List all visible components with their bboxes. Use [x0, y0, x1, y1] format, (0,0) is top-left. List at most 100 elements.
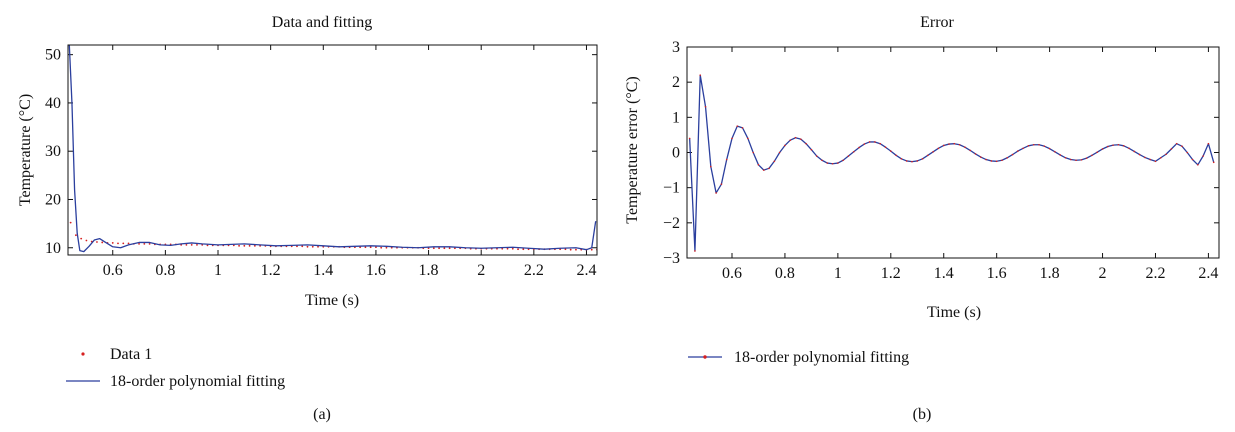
x-tick-label: 1.8	[419, 262, 439, 279]
x-tick-label: 1.6	[987, 265, 1007, 282]
x-tick-label: 2	[1099, 265, 1107, 282]
data-point	[847, 155, 850, 157]
data-point	[575, 248, 577, 251]
panel-caption-a: (a)	[313, 406, 331, 423]
data-point	[1202, 155, 1204, 157]
data-point	[364, 246, 367, 249]
data-point	[1085, 157, 1088, 159]
data-point	[501, 247, 504, 250]
data-point	[1038, 143, 1040, 146]
data-point	[148, 243, 151, 245]
data-point	[1112, 144, 1114, 146]
data-point	[243, 244, 246, 247]
data-point	[1175, 142, 1178, 145]
data-point	[1149, 158, 1151, 161]
data-point	[1122, 145, 1125, 147]
legend-swatch-data-1	[81, 352, 85, 356]
data-point	[704, 105, 707, 108]
x-tick-label: 1.8	[1040, 265, 1060, 282]
data-point	[995, 160, 998, 163]
legend-label-data-1: Data 1	[110, 346, 152, 363]
data-point	[1191, 158, 1194, 161]
panel-caption-b: (b)	[913, 406, 932, 423]
data-point	[190, 243, 193, 246]
y-tick-label: −3	[663, 250, 680, 267]
data-point	[385, 246, 388, 249]
x-tick-label: 0.8	[775, 265, 795, 282]
data-point	[921, 158, 924, 160]
x-tick-label: 1.6	[366, 262, 386, 279]
series-line-1	[689, 74, 1215, 252]
chart-panel-a: Data and fitting 10 20 30 40 50 0.6 0.8 1 1.2 1.…	[17, 14, 598, 423]
x-tick-label: 0.6	[722, 265, 742, 282]
x-tick-label: 2.2	[1145, 265, 1165, 282]
data-point	[75, 234, 77, 237]
y-axis-label: Temperature error (°C)	[624, 76, 641, 223]
y-axis-label: Temperature (°C)	[17, 94, 34, 206]
data-point	[301, 245, 304, 248]
data-point	[1159, 156, 1162, 159]
data-point	[1138, 153, 1141, 156]
data-point	[911, 160, 913, 163]
data-point	[773, 160, 776, 163]
data-point	[380, 246, 383, 249]
data-point	[506, 247, 509, 250]
y-tick-label: 50	[45, 47, 61, 64]
data-point	[1117, 143, 1120, 146]
y-tick-label: 30	[45, 143, 61, 160]
data-point	[868, 141, 871, 143]
x-axis-label: Time (s)	[927, 304, 981, 321]
data-point	[1048, 147, 1051, 150]
legend: Data 1 18-order polynomial fitting	[66, 346, 285, 390]
y-tick-label: 10	[45, 240, 61, 257]
data-point	[122, 242, 125, 245]
legend-label-polynomial: 18-order polynomial fitting	[734, 349, 909, 366]
data-point	[443, 247, 446, 250]
data-point	[1101, 148, 1104, 150]
data-point	[1128, 147, 1130, 150]
x-tick-label: 2.2	[524, 262, 544, 279]
data-point	[306, 245, 309, 248]
data-point	[863, 143, 866, 145]
data-point	[741, 127, 744, 129]
data-point	[253, 244, 256, 247]
data-point	[874, 141, 876, 143]
data-point	[375, 246, 377, 249]
data-point	[762, 169, 765, 171]
data-point	[768, 167, 770, 170]
x-tick-label: 2.4	[1198, 265, 1218, 282]
data-point	[1043, 145, 1046, 147]
chart-title: Data and fitting	[272, 14, 372, 31]
data-point	[789, 139, 792, 141]
data-point	[778, 151, 781, 154]
data-point	[569, 248, 572, 251]
data-point	[522, 248, 525, 251]
data-point	[815, 155, 818, 157]
data-point	[731, 137, 733, 140]
data-point	[248, 244, 251, 247]
data-point	[80, 237, 83, 240]
data-point	[517, 248, 519, 251]
x-tick-label: 2.4	[576, 262, 596, 279]
data-point	[990, 160, 993, 162]
data-point	[826, 162, 829, 164]
data-point	[138, 243, 140, 245]
data-point	[895, 154, 897, 157]
data-point	[1054, 151, 1056, 153]
data-point	[879, 142, 882, 145]
data-point	[1011, 153, 1014, 156]
x-tick-label: 1.2	[881, 265, 901, 282]
data-point	[196, 243, 198, 246]
data-point	[694, 250, 696, 252]
data-point	[810, 148, 813, 151]
data-point	[784, 144, 786, 147]
data-point	[720, 183, 723, 185]
data-point	[1022, 147, 1024, 150]
data-point	[747, 137, 749, 140]
data-point	[1032, 143, 1035, 146]
y-tick-label: −2	[663, 215, 680, 232]
data-point	[942, 144, 945, 147]
data-point	[688, 137, 691, 140]
data-point	[1107, 145, 1109, 148]
